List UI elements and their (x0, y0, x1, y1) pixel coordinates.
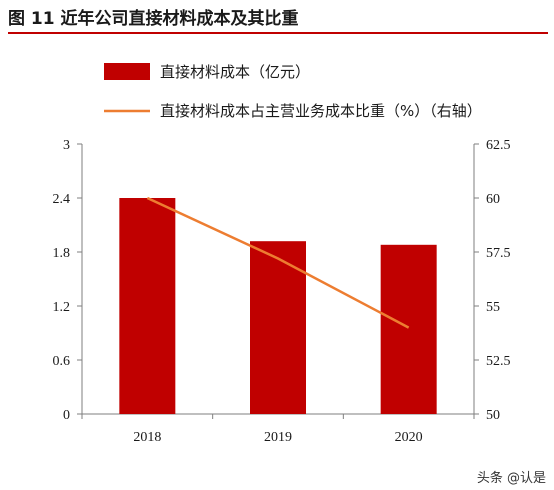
legend-line-label: 直接材料成本占主营业务成本比重（%）（右轴） (160, 102, 482, 120)
right-tick-label: 52.5 (486, 354, 511, 369)
x-axis-ticks: 2018 2019 2020 (133, 430, 422, 445)
left-tick-label: 3 (63, 138, 70, 153)
right-tick-label: 62.5 (486, 138, 511, 153)
bar-2018 (119, 198, 176, 414)
right-tick-label: 55 (486, 300, 500, 315)
bar-2019 (250, 241, 306, 414)
title-rule (8, 32, 548, 34)
legend-bar-label: 直接材料成本（亿元） (160, 63, 310, 81)
x-tick-label: 2019 (264, 430, 292, 445)
legend-bar-swatch (104, 63, 150, 80)
left-axis-ticks: 0 0.6 1.2 1.8 2.4 3 (53, 138, 71, 423)
right-tick-label: 50 (486, 408, 500, 423)
figure-title: 图 11 近年公司直接材料成本及其比重 (8, 9, 299, 29)
bar-2020 (380, 244, 437, 414)
left-tick-label: 1.8 (53, 246, 71, 261)
right-tick-label: 57.5 (486, 246, 511, 261)
line-series (146, 196, 410, 329)
x-tick-label: 2020 (395, 430, 423, 445)
right-axis-ticks: 50 52.5 55 57.5 60 62.5 (486, 138, 511, 423)
x-tick-label: 2018 (133, 430, 161, 445)
watermark: 头条 @认是 (477, 470, 546, 486)
legend: 直接材料成本（亿元） 直接材料成本占主营业务成本比重（%）（右轴） (104, 63, 482, 120)
left-tick-label: 2.4 (53, 192, 71, 207)
bar-series (119, 198, 437, 414)
left-tick-label: 0 (63, 408, 70, 423)
right-tick-label: 60 (486, 192, 500, 207)
left-tick-label: 0.6 (53, 354, 71, 369)
left-tick-label: 1.2 (53, 300, 71, 315)
